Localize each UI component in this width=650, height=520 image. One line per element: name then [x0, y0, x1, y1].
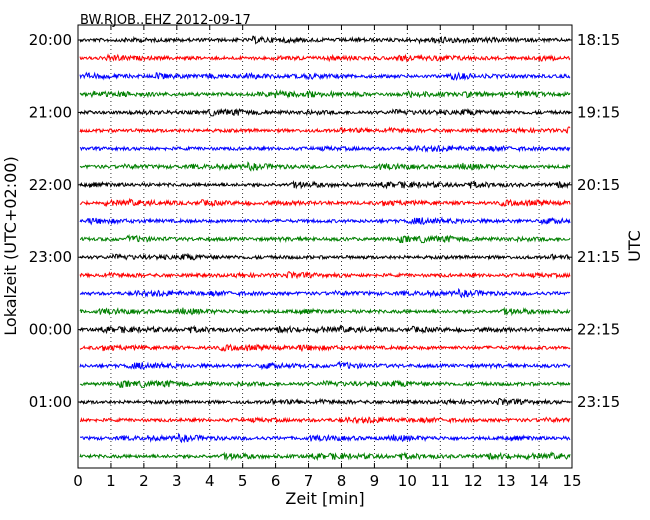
trace-17: [79, 343, 571, 353]
trace-16: [79, 324, 571, 335]
x-tick-label: 10: [398, 472, 417, 490]
trace-7: [79, 161, 571, 172]
chart-title: BW.RJOB..EHZ 2012-09-17: [80, 13, 251, 28]
trace-8: [79, 179, 571, 190]
x-axis-label: Zeit [min]: [285, 489, 364, 508]
x-tick-label: 13: [497, 472, 516, 490]
trace-6: [79, 144, 571, 153]
y-axis-label-right: UTC: [625, 230, 644, 262]
trace-2: [79, 71, 571, 82]
trace-23: [79, 451, 571, 462]
x-tick-label: 3: [172, 472, 182, 490]
left-tick-label: 23:00: [29, 248, 72, 266]
trace-22: [79, 432, 571, 444]
x-tick-label: 8: [337, 472, 347, 490]
left-tick-label: 21:00: [29, 103, 72, 121]
x-tick-label: 0: [73, 472, 83, 490]
trace-19: [79, 379, 571, 389]
right-tick-label: 19:15: [577, 103, 620, 121]
x-tick-label: 14: [530, 472, 549, 490]
trace-1: [79, 53, 571, 63]
trace-9: [79, 197, 571, 208]
x-tick-label: 6: [271, 472, 281, 490]
trace-20: [79, 397, 571, 407]
y-axis-label-left: Lokalzeit (UTC+02:00): [1, 156, 20, 335]
trace-21: [79, 415, 571, 425]
trace-4: [79, 107, 571, 117]
x-tick-label: 15: [562, 472, 581, 490]
x-tick-label: 1: [106, 472, 116, 490]
trace-13: [79, 270, 571, 280]
x-tick-label: 9: [370, 472, 380, 490]
trace-12: [79, 252, 571, 261]
right-tick-label: 20:15: [577, 176, 620, 194]
left-tick-label: 22:00: [29, 176, 72, 194]
x-tick-label: 5: [238, 472, 248, 490]
trace-5: [79, 126, 571, 135]
trace-18: [79, 360, 571, 371]
left-tick-label: 00:00: [29, 321, 72, 339]
trace-14: [79, 287, 571, 299]
plot-frame: [77, 24, 573, 469]
right-tick-label: 18:15: [577, 31, 620, 49]
right-tick-label: 23:15: [577, 393, 620, 411]
left-tick-label: 01:00: [29, 393, 72, 411]
x-axis: 0 1 2 3 4 5 6 7 8 9 10 11 12 13 14 15: [73, 25, 582, 490]
trace-15: [79, 306, 571, 317]
left-axis: 20:00 21:00 22:00 23:00 00:00 01:00: [29, 31, 83, 411]
right-axis: 18:15 19:15 20:15 21:15 22:15 23:15: [567, 31, 620, 411]
x-tick-label: 7: [304, 472, 314, 490]
right-tick-label: 21:15: [577, 248, 620, 266]
trace-11: [79, 233, 571, 244]
right-tick-label: 22:15: [577, 321, 620, 339]
x-tick-label: 12: [464, 472, 483, 490]
x-tick-label: 4: [205, 472, 215, 490]
left-tick-label: 20:00: [29, 31, 72, 49]
trace-10: [79, 216, 571, 226]
x-tick-label: 2: [139, 472, 149, 490]
traces: [79, 35, 571, 462]
trace-3: [79, 89, 571, 99]
x-tick-label: 11: [431, 472, 450, 490]
trace-0: [79, 35, 571, 45]
